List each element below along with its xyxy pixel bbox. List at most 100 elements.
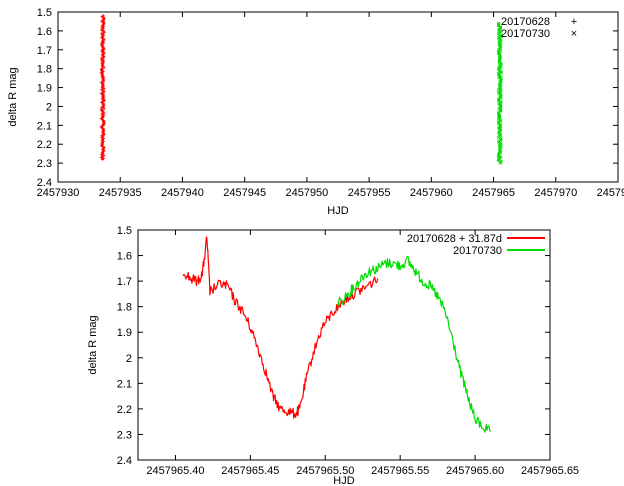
top-series-1-point [100,113,104,117]
top-legend-marker-2: × [571,28,577,40]
top-series-2-point [499,119,503,123]
top-series-2-point [499,41,503,46]
top-series-1-point [100,74,104,78]
bottom-legend: 20170628 + 31.87d 20170730 [407,233,545,257]
top-series-1-point [102,41,106,45]
top-series-1-point [102,123,106,127]
top-series-1-point [99,58,104,62]
top-y-tick-label: 1.9 [37,83,52,95]
top-x-tick-label: 2457945 [223,187,266,199]
bottom-y-tick-label: 2.1 [117,378,132,390]
bottom-y-tick-label: 1.6 [117,251,132,263]
bottom-series-marks [182,236,491,433]
top-series-1-point [101,105,105,109]
top-x-tick-label: 2457935 [99,187,142,199]
top-series-2-point [498,128,502,133]
top-y-tick-label: 2.3 [37,158,52,170]
bottom-x-tick-label: 2457965.50 [296,465,354,477]
top-x-tick-label: 2457955 [348,187,391,199]
top-series-2-point [497,151,501,156]
top-series-1-point [102,107,106,111]
top-series-2-point [497,35,501,40]
top-series-2-point [497,113,501,117]
top-series-1-point [100,28,104,32]
top-series-1-point [102,25,106,29]
top-y-tick-label: 1.5 [37,7,52,19]
top-series-2-point [497,72,502,77]
top-series-1-point [99,155,103,160]
top-x-axis-label: HJD [327,205,348,217]
top-series-1-point [99,80,103,85]
top-series-2-point [498,161,502,165]
top-series-1-point [102,87,106,91]
top-y-axis-label: delta R mag [7,67,19,126]
top-series-2-point [496,157,500,162]
bottom-plot-frame [137,229,551,461]
top-series-2-point [497,154,501,158]
top-legend-label-2: 20170730 [501,28,550,40]
top-y-tick-label: 1.6 [37,26,52,38]
top-series-2-point [499,38,503,42]
bottom-series-2-line [336,255,491,433]
top-plot-frame [57,11,619,183]
bottom-series-1-line [182,236,379,419]
bottom-y-tick-label: 1.8 [117,302,132,314]
top-series-1-point [100,19,104,23]
top-series-1-point [101,70,105,74]
bottom-y-tick-label: 2.3 [117,429,132,441]
top-series-2-point [499,62,503,66]
top-x-tick-label: 2457970 [534,187,577,199]
top-series-2-point [499,70,503,74]
bottom-legend-label-1: 20170628 + 31.87d [407,233,502,245]
top-y-tick-label: 2.4 [37,177,52,189]
top-series-2-point [497,121,501,126]
top-series-2-point [496,98,501,102]
bottom-x-tick-label: 2457965.55 [371,465,429,477]
top-legend-marker-1: + [571,16,577,28]
bottom-y-axis-label: delta R mag [87,315,99,374]
bottom-axis-ticks: 2457965.40 2457965.45 2457965.50 2457965.55… [117,225,579,477]
top-series-1-point [101,80,105,84]
top-x-tick-label: 2457975 [597,187,624,199]
bottom-y-tick-label: 2 [126,353,132,365]
top-series-2-point [499,65,503,69]
top-x-tick-label: 2457965 [472,187,515,199]
bottom-y-tick-label: 2.4 [117,455,132,467]
bottom-y-tick-label: 2.2 [117,404,132,416]
bottom-x-tick-label: 2457965.60 [446,465,504,477]
top-series-1-point [102,154,106,158]
top-y-tick-label: 1.8 [37,64,52,76]
top-chart-hjd-overview: 2457930 2457935 2457940 2457945 2457950 24579… [7,7,624,217]
top-axis-ticks: 2457930 2457935 2457940 2457945 2457950 24579… [37,7,624,199]
top-series-2-point [498,55,502,60]
bottom-x-tick-label: 2457965.65 [521,465,579,477]
bottom-x-axis-label: HJD [333,475,354,486]
top-series-1-point [102,31,106,35]
bottom-x-tick-label: 2457965.40 [146,465,204,477]
bottom-legend-label-2: 20170730 [453,245,502,257]
top-series-1-point [99,91,103,96]
bottom-y-tick-label: 1.5 [117,225,132,237]
top-series-2-point [497,53,502,57]
top-series-2-point [496,90,501,94]
top-series-1-point [100,157,105,161]
top-series-2-point [498,26,503,30]
top-x-tick-label: 2457960 [410,187,453,199]
top-series-1-point [100,36,105,40]
top-series-1-point [100,153,104,157]
top-legend: 20170628 + 20170730 × [501,16,577,40]
top-x-tick-label: 2457950 [285,187,328,199]
top-legend-label-1: 20170628 [501,16,550,28]
top-series-marks [99,14,503,165]
top-y-tick-label: 1.7 [37,45,52,57]
top-series-2-point [499,30,503,34]
top-x-tick-label: 2457940 [161,187,204,199]
top-y-tick-label: 2.1 [37,120,52,132]
top-y-tick-label: 2 [46,101,52,113]
top-series-2-point [496,32,501,36]
bottom-chart-phased: 2457965.40 2457965.45 2457965.50 2457965.55… [87,225,579,486]
top-y-tick-label: 2.2 [37,139,52,151]
top-series-2-point [496,126,501,130]
bottom-x-tick-label: 2457965.45 [221,465,279,477]
